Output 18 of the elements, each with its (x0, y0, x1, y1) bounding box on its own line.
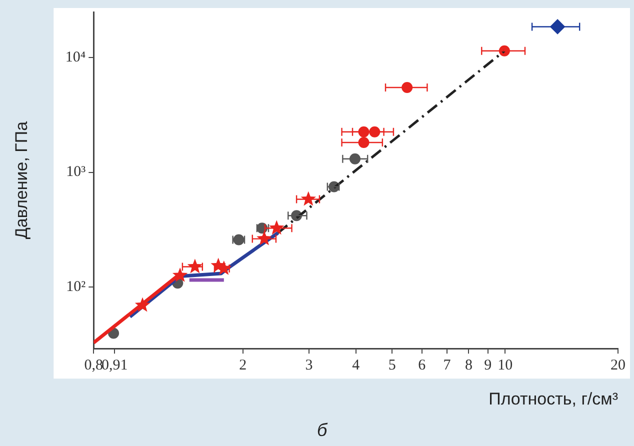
x-axis-title: Плотность, г/см³ (488, 389, 618, 408)
x-tick-label: 9 (484, 358, 492, 374)
x-tick-label: 8 (464, 358, 472, 374)
x-tick-label: 6 (418, 358, 426, 374)
x-tick-label: 3 (305, 358, 313, 374)
x-tick-label: 20 (610, 358, 626, 374)
x-tick-label: 0,91 (101, 358, 128, 374)
x-tick-label: 4 (352, 358, 360, 374)
x-tick-label: 0,8 (84, 358, 104, 374)
x-tick-label: 10 (498, 358, 513, 374)
y-tick-label: 10³ (66, 164, 86, 180)
x-tick-label: 5 (388, 358, 396, 374)
y-axis-title: Давление, ГПа (12, 120, 31, 240)
x-tick-label: 7 (443, 358, 452, 374)
x-tick-label: 2 (239, 358, 247, 374)
y-tick-label: 10² (66, 278, 86, 295)
y-tick-label: 10⁴ (65, 50, 86, 66)
text: б (316, 420, 328, 440)
